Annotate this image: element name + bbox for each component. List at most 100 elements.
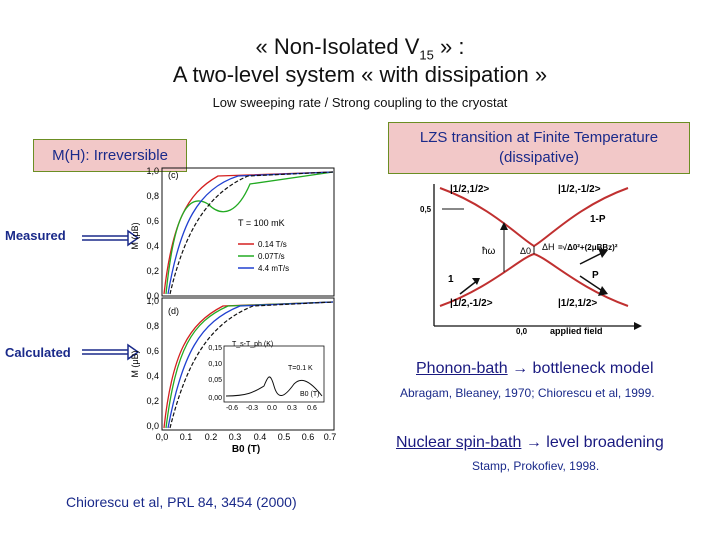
sweep-arrow [459,279,479,295]
inset-xtick: -0.6 [226,405,238,412]
initial-population: 1 [448,274,454,285]
top-ytick: 0,6 [146,216,159,226]
phonon-arrow-symbol: → [512,360,529,377]
top-temperature: T = 100 mK [238,218,285,228]
inset-ylabel: T_s-T_ph (K) [232,341,273,348]
field-splitting: ΔH [542,242,555,252]
inset-ytick: 0,15 [208,345,222,352]
inset-ytick: 0,10 [208,361,222,368]
top-curve-green [165,171,334,295]
state-top-left: |1/2,1/2> [450,184,489,195]
slide-title-line2: A two-level system « with dissipation » [172,62,548,87]
energy-level-diagram: 0,0 applied field 0,5 |1/2,1/2> |1/2,-1/… [420,184,642,336]
inset-temperature: T=0.1 K [288,365,313,372]
bottom-plot-frame [161,297,335,431]
measured-arrow-icon [82,229,140,247]
inset-xtick: 0.6 [307,405,317,412]
bottom-ylabel: M (μB) [130,350,140,377]
phonon-energy: ħω [482,246,496,257]
legend-item: 0.07T/s [258,252,285,261]
bottom-xtick: 0.1 [180,432,193,442]
bottom-yticks: 1,0 0,8 0,6 0,4 0,2 0,0 [146,296,159,431]
transition-arrow-upper [579,251,605,265]
top-ytick: 0,4 [146,241,159,251]
inset-xtick: -0.3 [246,405,258,412]
top-panel-label: (c) [168,170,179,180]
title-subscript: 15 [419,47,434,63]
measured-label: Measured [5,228,66,243]
top-curve-black [169,171,334,295]
sweep-arrowhead-icon [472,278,480,285]
top-ylabel: M (μB) [130,222,140,249]
bottom-xlabel: B0 (T) [232,444,260,455]
nuclear-bath-link[interactable]: Nuclear spin-bath [396,434,522,451]
diagram-xlabel: applied field [550,326,603,336]
bottom-xtick: 0.6 [302,432,315,442]
top-curve-red [163,171,334,295]
bottom-ytick: 1,0 [146,296,159,306]
transition-arrow-lower [579,275,605,293]
bottom-ytick: 0,8 [146,321,159,331]
top-legend: 0.14 T/s 0.07T/s 4.4 mT/s [238,240,289,273]
prob-lower: P [592,270,599,281]
calculated-label: Calculated [5,345,71,360]
inset-xlabel: B0 (T) [300,391,319,398]
title-text-end: » : [433,34,465,59]
top-yticks: 1,0 0,8 0,6 0,4 0,2 0,0 [146,166,159,301]
bottom-panel-label: (d) [168,306,179,316]
bottom-xticks: 0,0 0.1 0.2 0.3 0.4 0.5 0.6 0.7 [156,432,337,442]
lzs-label-box: LZS transition at Finite Temperature (di… [388,122,690,174]
bottom-curve-blue [167,301,334,429]
top-curve-blue [167,171,334,295]
irreversible-label-box: M(H): Irreversible [33,139,187,172]
inset-curve [225,376,323,397]
side-arrows [82,229,140,361]
top-ytick: 0,8 [146,191,159,201]
inset-frame [223,345,325,403]
bottom-ytick: 0,4 [146,371,159,381]
legend-item: 0.14 T/s [258,240,287,249]
bottom-xtick: 0.3 [229,432,242,442]
top-plot-frame [161,167,335,297]
bottom-curve-red [163,301,334,429]
splitting-formula: =√Δ0²+(2μBBz)² [558,243,618,252]
inset-xticks: -0.6 -0.3 0.0 0.3 0.6 [226,405,317,412]
prob-upper: 1-P [590,214,606,225]
phonon-model-text: bottleneck model [528,360,654,377]
nuclear-reference: Stamp, Prokofiev, 1998. [472,459,600,473]
transition-arrowhead-upper-icon [598,248,608,258]
bottom-xtick: 0.2 [205,432,218,442]
inset-xtick: 0.3 [287,405,297,412]
transition-arrowhead-lower-icon [598,286,608,296]
phonon-bath-link[interactable]: Phonon-bath [416,360,508,377]
phonon-reference: Abragam, Bleaney, 1970; Chiorescu et al,… [400,386,655,400]
nuclear-arrow-symbol: → [525,434,542,451]
inset-ytick: 0,05 [208,377,222,384]
bottom-xtick: 0,0 [156,432,169,442]
bottom-xtick: 0.7 [324,432,337,442]
tunnel-splitting: Δ0 [520,246,531,256]
bottom-ytick: 0,2 [146,396,159,406]
bottom-curve-green [165,301,334,429]
top-ytick: 0,0 [146,291,159,301]
phonon-arrowhead-icon [500,222,508,230]
inset-yticks: 0,15 0,10 0,05 0,00 [208,345,222,402]
inset-xtick: 0.0 [267,405,277,412]
title-text: « Non-Isolated V [255,34,420,59]
calculated-arrow-icon [82,343,140,361]
slide-title-line1: « Non-Isolated V15 » : [0,34,720,68]
nuclear-model-line: Nuclear spin-bath → level broadening [396,434,664,452]
top-ytick: 1,0 [146,166,159,176]
bottom-curve-black [169,301,334,429]
bottom-xtick: 0.5 [278,432,291,442]
magnetization-figure: (c) 1,0 0,8 0,6 0,4 0,2 0,0 M (μB) T = 1… [130,166,337,455]
bottom-ytick: 0,0 [146,421,159,431]
bottom-xtick: 0.4 [254,432,267,442]
citation: Chiorescu et al, PRL 84, 3454 (2000) [66,494,297,510]
phonon-model-line: Phonon-bath → bottleneck model [416,360,654,378]
slide-subtitle: Low sweeping rate / Strong coupling to t… [212,95,508,110]
diagram-origin: 0,0 [516,327,528,336]
state-top-right: |1/2,-1/2> [558,184,601,195]
inset-ytick: 0,00 [208,395,222,402]
state-bottom-left: |1/2,-1/2> [450,298,493,309]
